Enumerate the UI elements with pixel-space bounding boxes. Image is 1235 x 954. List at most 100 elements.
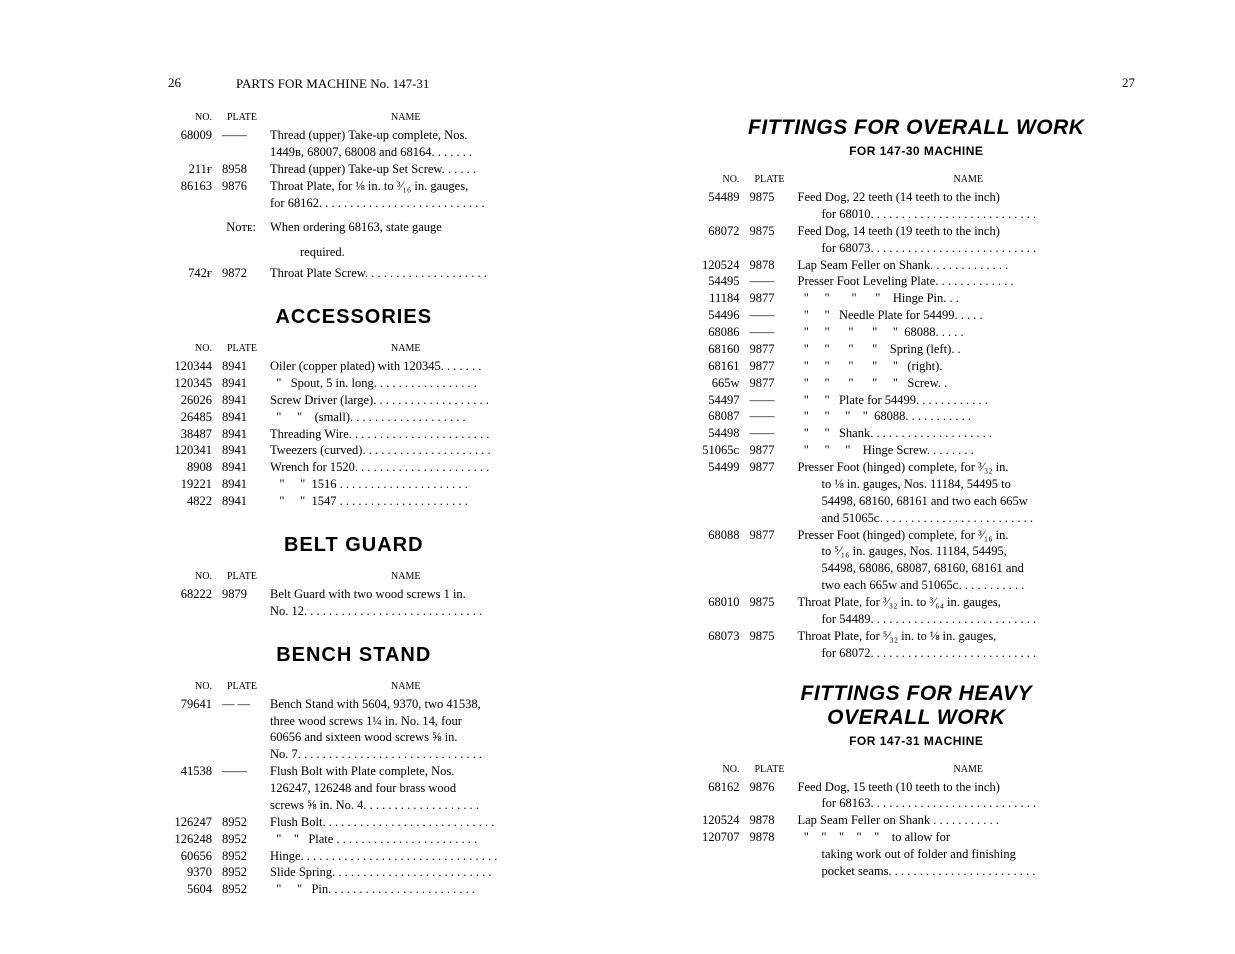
table-row: 606568952Hinge. . . . . . . . . . . . . …: [160, 848, 548, 865]
plate-no: ——: [748, 425, 792, 442]
note-continuation: required.: [160, 244, 548, 261]
table-row: 1262488952 " " Plate . . . . . . . . . .…: [160, 831, 548, 848]
part-no: 68073: [688, 628, 748, 645]
part-no: 120341: [160, 442, 220, 459]
table-row: 1203418941Tweezers (curved). . . . . . .…: [160, 442, 548, 459]
part-name: Belt Guard with two wood screws 1 in.: [264, 586, 548, 603]
part-name: Wrench for 1520. . . . . . . . . . . . .…: [264, 459, 548, 476]
continuation-line: taking work out of folder and finishing: [688, 846, 1146, 863]
part-no: 51065ᴄ: [688, 442, 748, 459]
accessories-title: ACCESSORIES: [160, 306, 548, 329]
part-name: Hinge. . . . . . . . . . . . . . . . . .…: [264, 848, 548, 865]
part-name: Throat Plate, for ³⁄₃₂ in. to ³⁄₆₄ in. g…: [792, 594, 1146, 611]
col-plate: PLATE: [220, 112, 264, 123]
plate-no: 8952: [220, 864, 264, 881]
parts-list-top: 68009——Thread (upper) Take-up complete, …: [160, 127, 548, 211]
part-no: 41538: [160, 763, 220, 780]
part-no: 4822: [160, 493, 220, 510]
running-head: PARTS FOR MACHINE No. 147-31: [236, 76, 548, 92]
table-row: 1203458941 " Spout, 5 in. long. . . . . …: [160, 375, 548, 392]
part-name: " " Shank. . . . . . . . . . . . . . . .…: [792, 425, 1146, 442]
continuation-line: for 68163. . . . . . . . . . . . . . . .…: [688, 795, 1146, 812]
table-row: 192218941 " " 1516 . . . . . . . . . . .…: [160, 476, 548, 493]
part-name: Slide Spring. . . . . . . . . . . . . . …: [264, 864, 548, 881]
part-no: 54498: [688, 425, 748, 442]
part-no: 19221: [160, 476, 220, 493]
part-no: 742ғ: [160, 265, 220, 282]
plate-no: 9875: [748, 628, 792, 645]
table-row: 682229879Belt Guard with two wood screws…: [160, 586, 548, 603]
plate-no: 9877: [748, 290, 792, 307]
belt-title: BELT GUARD: [160, 534, 548, 557]
table-header: NO. PLATE NAME: [160, 112, 548, 123]
plate-no: 8941: [220, 392, 264, 409]
plate-no: 9876: [748, 779, 792, 796]
plate-no: 8941: [220, 409, 264, 426]
table-row: 260268941Screw Driver (large). . . . . .…: [160, 392, 548, 409]
plate-no: ——: [748, 273, 792, 290]
part-no: 120345: [160, 375, 220, 392]
table-row: 1205249878Lap Seam Feller on Shank . . .…: [688, 812, 1146, 829]
part-no: 68087: [688, 408, 748, 425]
plate-no: 8941: [220, 426, 264, 443]
part-no: 54497: [688, 392, 748, 409]
continuation-line: No. 7. . . . . . . . . . . . . . . . . .…: [160, 746, 548, 763]
part-name: Bench Stand with 5604, 9370, two 41538,: [264, 696, 548, 713]
plate-no: ——: [220, 763, 264, 780]
plate-no: 9879: [220, 586, 264, 603]
table-row: 54497—— " " Plate for 54499. . . . . . .…: [688, 392, 1146, 409]
table-row: 1207079878 " " " " " to allow for: [688, 829, 1146, 846]
table-row: 54498—— " " Shank. . . . . . . . . . . .…: [688, 425, 1146, 442]
part-name: " " " " " Screw. .: [792, 375, 1146, 392]
plate-no: 9877: [748, 358, 792, 375]
table-row: 68086—— " " " " " 68088. . . . .: [688, 324, 1146, 341]
part-no: 54489: [688, 189, 748, 206]
plate-no: 8941: [220, 442, 264, 459]
table-row: 1262478952Flush Bolt. . . . . . . . . . …: [160, 814, 548, 831]
plate-no: ——: [220, 127, 264, 144]
continuation-line: to ⁵⁄₁₆ in. gauges, Nos. 11184, 54495,: [688, 543, 1146, 560]
part-name: " " " " " (right).: [792, 358, 1146, 375]
table-row: 54496—— " " Needle Plate for 54499. . . …: [688, 307, 1146, 324]
part-name: Throat Plate, for ⅛ in. to ³⁄₁₆ in. gaug…: [264, 178, 548, 195]
table-row: 1203448941Oiler (copper plated) with 120…: [160, 358, 548, 375]
table-row: 665ᴡ9877 " " " " " Screw. .: [688, 375, 1146, 392]
continuation-line: three wood screws 1¼ in. No. 14, four: [160, 713, 548, 730]
part-name: " " 1516 . . . . . . . . . . . . . . . .…: [264, 476, 548, 493]
part-no: 9370: [160, 864, 220, 881]
table-row: 680729875Feed Dog, 14 teeth (19 teeth to…: [688, 223, 1146, 240]
part-name: " Spout, 5 in. long. . . . . . . . . . .…: [264, 375, 548, 392]
plate-no: 9877: [748, 341, 792, 358]
accessories-list: 1203448941Oiler (copper plated) with 120…: [160, 358, 548, 510]
page-left: 26 PARTS FOR MACHINE No. 147-31 NO. PLAT…: [0, 0, 618, 954]
plate-no: 9875: [748, 223, 792, 240]
col-no: NO.: [160, 112, 220, 123]
page-right: 27 FITTINGS FOR OVERALL WORK FOR 147-30 …: [618, 0, 1235, 954]
plate-no: 8941: [220, 476, 264, 493]
part-no: 126247: [160, 814, 220, 831]
table-row: 742ғ9872Throat Plate Screw. . . . . . . …: [160, 265, 548, 282]
table-row: 680109875Throat Plate, for ³⁄₃₂ in. to ³…: [688, 594, 1146, 611]
table-header: NO. PLATE NAME: [160, 343, 548, 354]
continuation-line: screws ⅝ in. No. 4. . . . . . . . . . . …: [160, 797, 548, 814]
plate-no: ——: [748, 324, 792, 341]
continuation-line: pocket seams. . . . . . . . . . . . . . …: [688, 863, 1146, 880]
plate-no: 9878: [748, 257, 792, 274]
heavy-title-2: OVERALL WORK: [688, 706, 1146, 730]
part-no: 68162: [688, 779, 748, 796]
part-no: 68010: [688, 594, 748, 611]
part-no: 120344: [160, 358, 220, 375]
note-label: Nᴏᴛᴇ:: [160, 219, 264, 236]
plate-no: 9876: [220, 178, 264, 195]
part-no: 5604: [160, 881, 220, 898]
plate-no: 9875: [748, 594, 792, 611]
part-no: 79641: [160, 696, 220, 713]
part-no: 54499: [688, 459, 748, 476]
fittings-subtitle: FOR 147-30 MACHINE: [688, 144, 1146, 158]
note-text: When ordering 68163, state gauge: [264, 219, 548, 236]
part-no: 120524: [688, 257, 748, 274]
table-header: NO. PLATE NAME: [688, 764, 1146, 775]
part-no: 120707: [688, 829, 748, 846]
part-no: 665ᴡ: [688, 375, 748, 392]
table-row: 89088941Wrench for 1520. . . . . . . . .…: [160, 459, 548, 476]
